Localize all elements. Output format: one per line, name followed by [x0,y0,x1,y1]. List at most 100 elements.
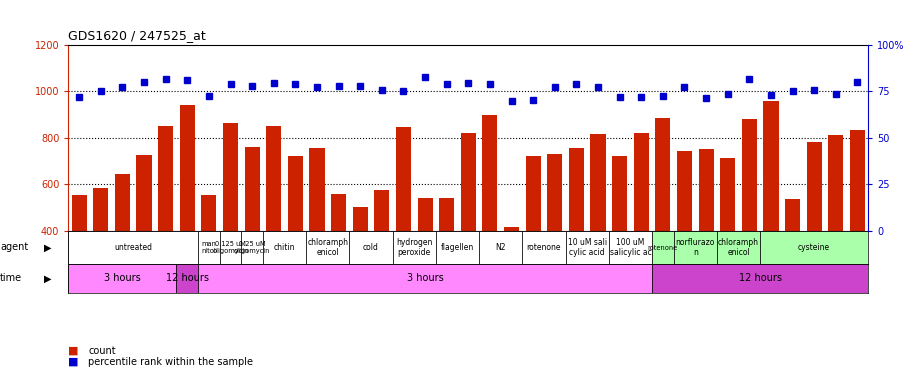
Bar [68,231,198,264]
Bar [93,188,108,323]
Bar [349,231,371,232]
Bar [500,231,522,232]
Bar [460,133,476,323]
Bar [241,231,262,264]
Bar [676,151,691,323]
Text: ▶: ▶ [44,273,51,284]
Bar [673,231,716,264]
Bar [349,231,393,264]
Bar [393,231,414,232]
Bar [457,231,478,232]
Text: agent: agent [0,243,28,252]
Text: cysteine: cysteine [797,243,829,252]
Bar [414,231,435,232]
Bar [353,207,367,323]
Bar [759,231,781,232]
Bar [504,227,518,323]
Bar [827,135,843,323]
Text: N2: N2 [495,243,506,252]
Bar [565,231,587,232]
Text: man
nitol: man nitol [201,241,216,254]
Bar [781,231,803,232]
Bar [759,231,867,264]
Bar [651,231,673,264]
Text: time: time [0,273,22,284]
Text: ■: ■ [68,346,79,355]
Bar [478,231,500,232]
Bar [633,133,648,323]
Bar [306,231,327,232]
Text: chloramph
enicol: chloramph enicol [717,238,758,257]
Bar [784,199,799,323]
Text: cold: cold [363,243,379,252]
Text: chloramph
enicol: chloramph enicol [307,238,348,257]
Bar [482,115,496,323]
Bar [241,231,262,232]
Bar [327,231,349,232]
Bar [198,264,651,292]
Bar [266,126,281,323]
Text: 12 hours: 12 hours [166,273,209,284]
Bar [374,190,389,323]
Bar [824,231,845,232]
Bar [72,195,87,323]
Bar [179,105,195,323]
Text: 100 uM
salicylic ac: 100 uM salicylic ac [609,238,650,257]
Text: 0.125 uM
oligomycin: 0.125 uM oligomycin [212,241,249,254]
Bar [111,231,133,232]
Bar [201,195,216,323]
Text: 3 hours: 3 hours [406,273,443,284]
Bar [220,231,241,264]
Bar [306,231,349,264]
Bar [371,231,393,232]
Bar [738,231,759,232]
Bar [220,231,241,232]
Bar [222,123,238,323]
Text: hydrogen
peroxide: hydrogen peroxide [395,238,432,257]
Bar [155,231,177,232]
Bar [395,128,411,323]
Text: ▶: ▶ [44,243,51,252]
Bar [655,118,670,323]
Bar [673,231,694,232]
Bar [694,231,716,232]
Bar [288,156,302,323]
Bar [417,198,432,323]
Bar [565,231,609,264]
Bar [716,231,738,232]
Bar [698,149,713,323]
Bar [68,231,90,232]
Bar [435,231,478,264]
Bar [90,231,111,232]
Bar [849,130,864,323]
Bar [284,231,306,232]
Bar [630,231,651,232]
Bar [177,231,198,232]
Bar [478,231,522,264]
Text: rotenone: rotenone [647,244,677,250]
Bar [158,126,173,323]
Bar [262,231,306,264]
Bar [611,156,627,323]
Text: flagellen: flagellen [440,243,474,252]
Text: chitin: chitin [273,243,295,252]
Text: rotenone: rotenone [527,243,560,252]
Bar [845,231,867,232]
Bar [720,158,734,323]
Bar [763,101,778,323]
Bar [587,231,609,232]
Bar [435,231,457,232]
Bar [137,155,151,323]
Bar [609,231,630,232]
Bar [651,231,673,232]
Bar [547,154,562,323]
Text: norflurazo
n: norflurazo n [675,238,714,257]
Bar [741,119,756,323]
Text: untreated: untreated [114,243,152,252]
Text: ■: ■ [68,357,79,367]
Bar [805,142,821,323]
Text: 10 uM sali
cylic acid: 10 uM sali cylic acid [567,238,606,257]
Bar [198,231,220,232]
Bar [609,231,651,264]
Text: percentile rank within the sample: percentile rank within the sample [88,357,253,367]
